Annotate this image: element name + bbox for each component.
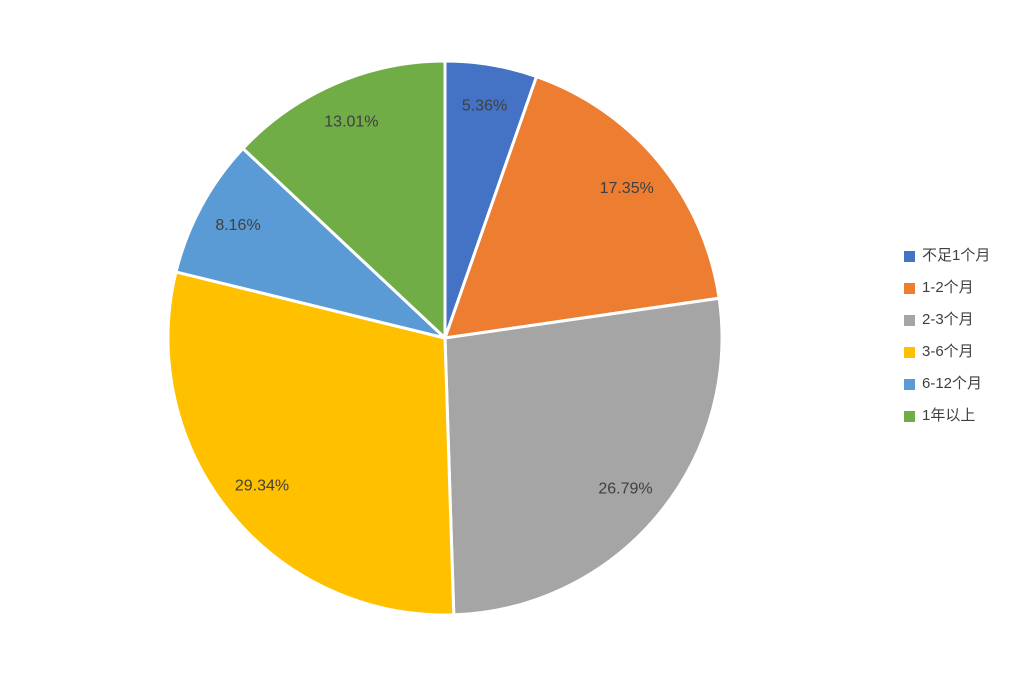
slice-percentage-label: 29.34%: [235, 478, 289, 495]
legend-label: 3-6个月: [922, 343, 974, 360]
pie-slice-2: [443, 75, 721, 340]
chart-legend: 不足1个月 1-2个月 2-3个月 3-6个月 6-12个月 1年以上: [904, 246, 990, 426]
legend-swatch-icon: [904, 314, 915, 326]
slice-percentage-label: 26.79%: [598, 481, 652, 498]
legend-label: 1年以上: [922, 407, 976, 424]
pie-slice-5: [174, 146, 447, 340]
legend-label: 1-2个月: [922, 279, 974, 296]
legend-item-4: 3-6个月: [904, 342, 990, 362]
legend-item-6: 1年以上: [904, 406, 990, 426]
slice-percentage-label: 13.01%: [324, 113, 378, 130]
pie-slice-4: [166, 270, 456, 617]
legend-swatch-icon: [904, 410, 915, 422]
legend-swatch-icon: [904, 282, 915, 294]
legend-swatch-icon: [904, 378, 915, 390]
legend-label: 6-12个月: [922, 375, 983, 392]
legend-label: 不足1个月: [922, 247, 991, 264]
legend-swatch-icon: [904, 250, 915, 262]
legend-swatch-icon: [904, 346, 915, 358]
slice-percentage-label: 5.36%: [462, 97, 507, 114]
legend-label: 2-3个月: [922, 311, 974, 328]
legend-item-3: 2-3个月: [904, 310, 990, 330]
legend-item-2: 1-2个月: [904, 278, 990, 298]
pie-slice-3: [443, 296, 724, 617]
slice-percentage-label: 17.35%: [600, 180, 654, 197]
legend-item-5: 6-12个月: [904, 374, 990, 394]
pie-slice-6: [241, 59, 447, 340]
legend-item-1: 不足1个月: [904, 246, 990, 266]
slice-percentage-label: 8.16%: [215, 217, 260, 234]
